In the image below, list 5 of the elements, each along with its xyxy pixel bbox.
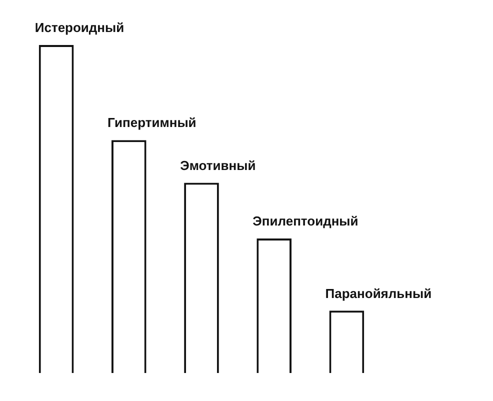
x-tick-label: Эпилептоидный <box>252 214 358 229</box>
x-tick-label: Эмотивный <box>180 158 256 173</box>
x-tick-label: Паранойяльный <box>325 286 432 301</box>
x-tick-label: Истероидный <box>34 20 124 36</box>
x-tick-label: Гипертимный <box>107 115 196 130</box>
